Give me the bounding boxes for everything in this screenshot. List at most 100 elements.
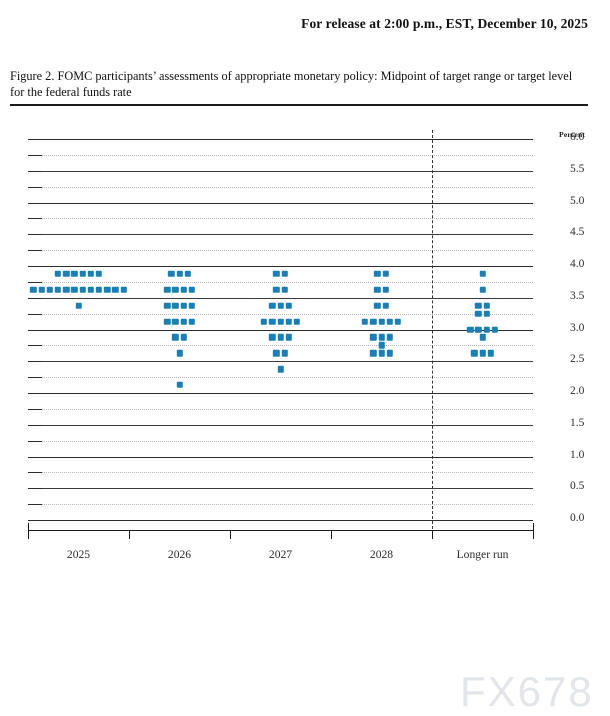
dot-marker	[87, 270, 94, 278]
gridline-stub	[28, 504, 42, 506]
y-axis-tick-label: 4.0	[570, 258, 585, 270]
dot-marker	[370, 334, 377, 341]
dot-marker	[269, 334, 276, 341]
dot-marker	[120, 286, 127, 294]
dot-marker	[180, 334, 187, 341]
dot-marker	[479, 286, 486, 294]
gridline	[28, 377, 533, 379]
dot-marker	[281, 350, 288, 357]
dot-marker	[95, 270, 103, 278]
dot-marker	[172, 286, 179, 294]
dot-marker	[71, 270, 78, 278]
y-axis-tick-label: 5.0	[570, 194, 585, 207]
y-axis-tick-label: 1.0	[570, 448, 585, 461]
dot-marker	[87, 286, 94, 294]
gridline-stub	[28, 234, 42, 236]
gridline-stub	[28, 313, 42, 315]
gridline-stub	[28, 186, 42, 188]
y-axis-tick-label: 0.0	[570, 512, 585, 524]
x-axis-tick	[230, 530, 231, 539]
x-axis-tick	[331, 530, 332, 539]
gridline	[28, 250, 533, 252]
gridline	[28, 393, 533, 394]
caption-divider	[10, 104, 588, 106]
dot-marker	[163, 318, 171, 325]
gridline-stub	[28, 297, 42, 299]
gridline-stub	[28, 424, 42, 426]
dot-marker	[386, 350, 393, 357]
dot-marker	[62, 270, 70, 278]
dot-marker	[370, 350, 377, 357]
dot-marker	[483, 326, 490, 333]
gridline-stub	[28, 345, 42, 347]
dot-marker	[95, 286, 103, 294]
gridline	[28, 440, 533, 442]
dot-marker	[382, 302, 389, 309]
dot-marker	[273, 270, 280, 278]
figure-caption: Figure 2. FOMC participants’ assessments…	[10, 69, 573, 99]
gridline	[28, 345, 533, 347]
dot-marker	[277, 334, 284, 341]
dot-marker	[479, 334, 486, 341]
x-axis-label-2028: 2028	[369, 548, 394, 561]
dot-marker	[188, 302, 195, 309]
gridline	[28, 504, 533, 506]
dot-marker	[71, 286, 78, 294]
dot-marker	[176, 270, 183, 278]
gridline	[28, 170, 533, 172]
dot-marker	[172, 318, 179, 325]
y-axis-tick-label: 6.0	[570, 131, 585, 143]
y-axis-tick-label: 4.5	[570, 226, 585, 239]
gridline	[28, 520, 533, 521]
dot-marker	[260, 318, 268, 325]
dot-marker	[30, 286, 37, 294]
dot-marker	[180, 318, 187, 325]
percent-unit-label: Percent	[559, 130, 586, 139]
dot-marker	[374, 286, 381, 294]
dot-marker	[180, 302, 187, 309]
gridline-stub	[28, 440, 42, 442]
dot-plot-figure: Percent 0.0 0.5 1.0 1.5 2.0 2.5 3.0 3.5 4.0 4.5 5.…	[0, 130, 610, 715]
gridline	[28, 218, 533, 220]
dot-marker	[277, 302, 284, 309]
dot-marker	[382, 270, 389, 278]
y-axis-tick-label: 3.5	[570, 289, 585, 302]
dot-marker	[386, 318, 393, 325]
x-axis-label-longer-run: Longer run	[456, 548, 509, 561]
gridline-stub	[28, 218, 42, 220]
x-axis-tick	[533, 530, 534, 539]
dot-marker	[269, 302, 276, 309]
gridline	[28, 313, 533, 315]
dot-marker	[285, 318, 292, 325]
release-statement: For release at 2:00 p.m., EST, December …	[301, 16, 588, 31]
dot-marker	[378, 318, 385, 325]
dot-marker	[285, 334, 292, 341]
dot-marker	[184, 270, 191, 278]
dot-marker	[103, 286, 111, 294]
dot-marker	[273, 286, 280, 294]
y-axis-tick-label: 2.5	[570, 353, 585, 366]
dot-marker	[79, 286, 86, 294]
gridline	[28, 297, 533, 299]
dot-marker	[479, 350, 486, 357]
dot-marker	[475, 310, 482, 317]
x-axis-label-2027: 2027	[268, 548, 293, 561]
dot-marker	[370, 318, 377, 325]
gridline	[28, 234, 533, 236]
dot-marker	[38, 286, 45, 294]
dot-marker	[483, 302, 490, 309]
gridline	[28, 361, 533, 363]
gridline	[28, 202, 533, 204]
dot-marker	[277, 365, 284, 373]
x-axis-line	[28, 530, 533, 531]
dot-marker	[163, 302, 171, 309]
dot-marker	[475, 326, 482, 333]
dot-marker	[163, 286, 171, 294]
dot-marker	[168, 270, 175, 278]
watermark-text: FX678	[460, 668, 594, 715]
gridline	[28, 154, 533, 156]
gridline	[28, 408, 533, 410]
dot-marker	[394, 318, 402, 325]
gridline-stub	[28, 250, 42, 252]
x-axis-tick	[432, 530, 433, 539]
